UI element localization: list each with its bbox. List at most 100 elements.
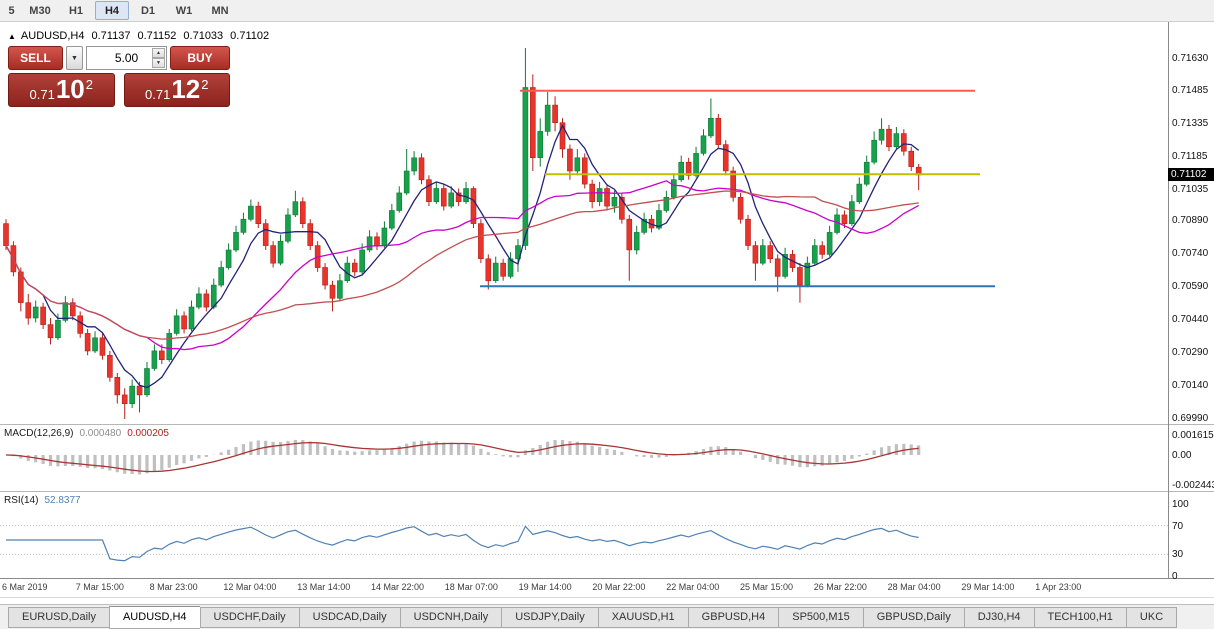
chart-tab-xauusd-h1[interactable]: XAUUSD,H1 — [597, 607, 688, 628]
candle — [641, 212, 647, 235]
time-axis-label: 29 Mar 14:00 — [961, 582, 1015, 592]
volume-increase-button[interactable]: ▲ — [152, 48, 165, 58]
candle — [32, 300, 39, 323]
candle — [418, 153, 425, 185]
candle — [715, 113, 722, 149]
candle — [285, 208, 291, 244]
price-axis-label: 0.71335 — [1172, 117, 1209, 129]
chart-tab-dj30-h4[interactable]: DJ30,H4 — [963, 607, 1034, 628]
time-axis-label: 12 Mar 04:00 — [223, 582, 277, 592]
candle — [351, 258, 358, 277]
toolbar-separator — [0, 21, 1214, 22]
time-axis-label: 13 Mar 14:00 — [297, 582, 351, 592]
chart-tab-ukc[interactable]: UKC — [1125, 607, 1178, 628]
chart-tab-audusd-h4[interactable]: AUDUSD,H4 — [108, 606, 200, 629]
candle — [633, 225, 640, 255]
candle — [492, 256, 499, 283]
candle — [84, 329, 91, 356]
timeframe-button-m30[interactable]: M30 — [29, 4, 51, 17]
time-axis-label: 28 Mar 04:00 — [887, 582, 941, 592]
volume-decrease-button[interactable]: ▼ — [152, 58, 165, 68]
candle — [604, 184, 610, 211]
timeframe-button-w1[interactable]: W1 — [175, 4, 193, 17]
macd-indicator-canvas[interactable] — [0, 425, 1168, 491]
candle — [685, 157, 692, 180]
candle — [522, 48, 529, 250]
chart-tab-usdcnh-daily[interactable]: USDCNH,Daily — [399, 607, 502, 628]
candle — [426, 175, 432, 207]
candle — [656, 203, 662, 231]
candle — [203, 289, 210, 312]
candle — [344, 256, 351, 283]
candle — [144, 361, 150, 397]
candle — [693, 146, 699, 178]
price-axis-label: 0.71630 — [1172, 53, 1209, 64]
panel-separator[interactable] — [0, 424, 1214, 425]
main-chart-canvas[interactable] — [0, 22, 1168, 425]
candle — [299, 197, 306, 228]
panel-separator[interactable] — [0, 491, 1214, 492]
chart-tab-sp500-m15[interactable]: SP500,M15 — [778, 607, 863, 628]
time-axis-label: 20 Mar 22:00 — [592, 582, 646, 592]
ask-price-display[interactable]: 0.71 12 2 — [123, 73, 230, 107]
bid-price-display[interactable]: 0.71 10 2 — [8, 73, 115, 107]
macd-axis-label: 0.001615 — [1172, 430, 1214, 442]
candle — [403, 149, 410, 196]
candle — [18, 267, 24, 312]
candle — [292, 190, 299, 217]
volume-value: 5.00 — [114, 51, 139, 65]
sell-button[interactable]: SELL — [8, 46, 63, 70]
volume-input[interactable]: 5.00 ▲ ▼ — [86, 46, 167, 70]
candle — [537, 118, 544, 167]
candle — [700, 129, 707, 156]
chart-tab-usdjpy-daily[interactable]: USDJPY,Daily — [501, 607, 598, 628]
chart-arrow-icon[interactable]: ▲ — [8, 31, 16, 41]
candle — [737, 192, 744, 224]
ohlc-open: 0.71137 — [91, 30, 131, 42]
price-axis-separator — [1168, 22, 1169, 578]
candle — [270, 241, 276, 268]
candle — [455, 188, 462, 207]
bid-prefix: 0.71 — [29, 86, 55, 102]
candle — [107, 350, 113, 382]
price-axis-label: 0.70290 — [1172, 347, 1209, 359]
candle — [708, 98, 714, 138]
one-click-trade-panel: SELL ▼ 5.00 ▲ ▼ BUY 0.71 10 2 0.71 12 — [8, 46, 230, 107]
chart-tab-gbpusd-daily[interactable]: GBPUSD,Daily — [862, 607, 964, 628]
timeframe-button-5[interactable]: 5 — [8, 4, 15, 17]
candle — [596, 181, 603, 207]
candle — [69, 298, 76, 321]
ohlc-low: 0.71033 — [183, 30, 224, 42]
time-axis-label: 1 Apr 23:00 — [1035, 582, 1082, 592]
timeframe-button-h1[interactable]: H1 — [68, 4, 84, 17]
chart-tab-usdcad-daily[interactable]: USDCAD,Daily — [298, 607, 400, 628]
bid-point: 2 — [85, 76, 93, 92]
trade-options-dropdown[interactable]: ▼ — [66, 46, 83, 70]
candle — [114, 372, 121, 404]
rsi-value: 52.8377 — [44, 495, 81, 506]
timeframe-button-h4[interactable]: H4 — [95, 1, 129, 20]
buy-button[interactable]: BUY — [170, 46, 230, 70]
price-axis-label: 0.71185 — [1172, 150, 1208, 162]
chart-tab-usdchf-daily[interactable]: USDCHF,Daily — [199, 607, 299, 628]
macd-name: MACD(12,26,9) — [4, 428, 74, 439]
candle — [470, 186, 477, 228]
candle — [389, 203, 395, 231]
price-axis-label: 0.70740 — [1172, 248, 1209, 260]
macd-signal-line — [5, 441, 919, 473]
candle — [337, 274, 343, 301]
time-axis-label: 18 Mar 07:00 — [444, 582, 498, 592]
candle — [99, 333, 106, 360]
ma-line-40 — [5, 190, 919, 340]
chart-tab-tech100-h1[interactable]: TECH100,H1 — [1033, 607, 1126, 628]
chart-tab-eurusd-daily[interactable]: EURUSD,Daily — [8, 607, 109, 628]
timeframe-button-mn[interactable]: MN — [211, 4, 229, 17]
chart-tab-gbpusd-h4[interactable]: GBPUSD,H4 — [687, 607, 779, 628]
timeframe-button-d1[interactable]: D1 — [140, 4, 156, 17]
rsi-indicator-canvas[interactable] — [0, 492, 1168, 578]
candle — [619, 192, 625, 224]
candle — [856, 177, 863, 204]
dropdown-arrow-icon: ▼ — [71, 54, 78, 62]
candle — [915, 163, 922, 190]
